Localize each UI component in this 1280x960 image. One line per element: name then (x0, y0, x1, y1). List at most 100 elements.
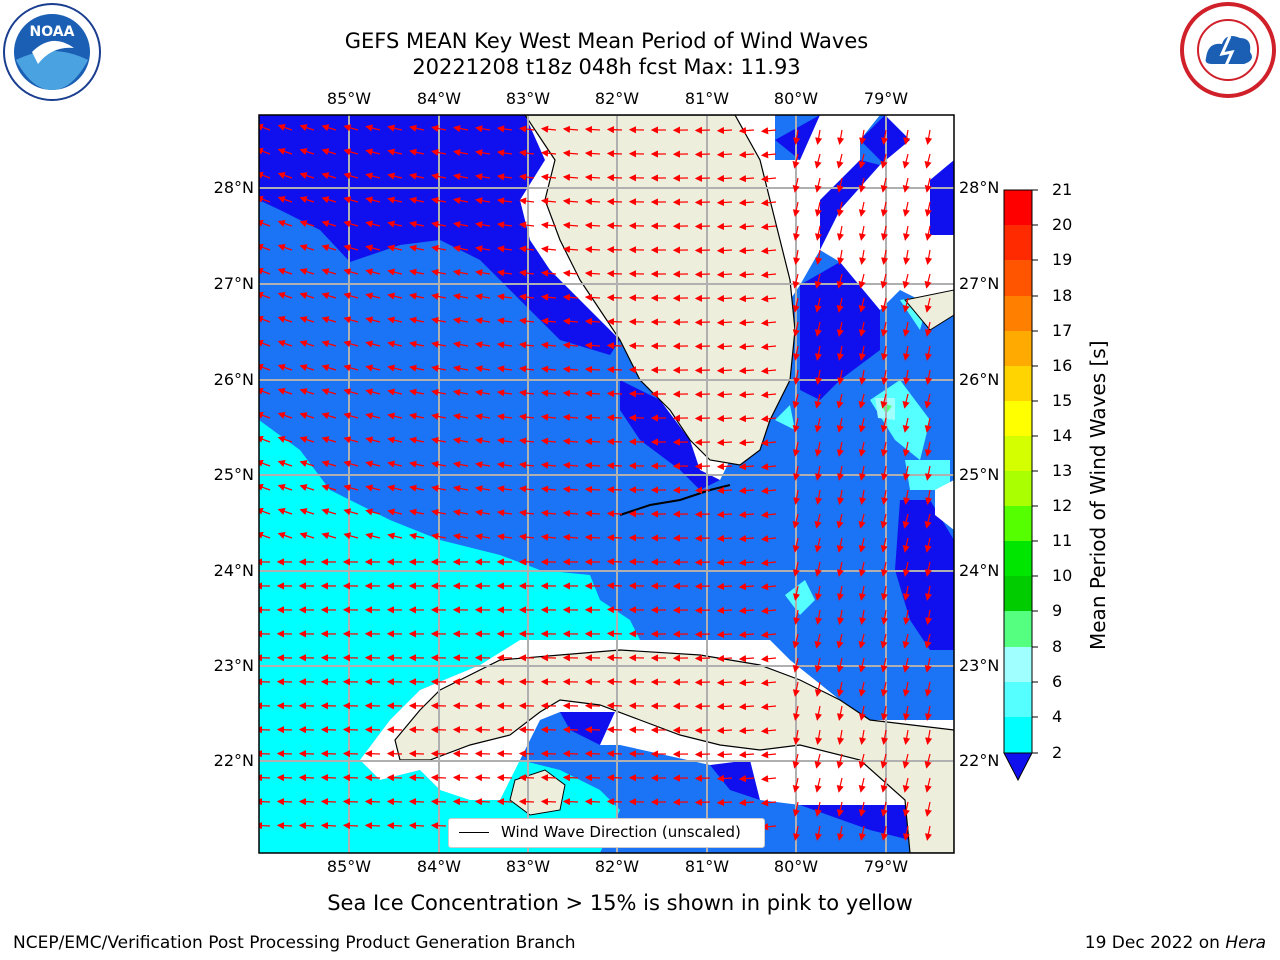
colorbar-tick-label: 15 (1052, 391, 1072, 410)
wind-wave-arrow (256, 754, 270, 755)
wind-wave-arrow (696, 610, 710, 611)
wind-wave-arrow (608, 513, 622, 514)
wind-wave-arrow (608, 177, 622, 178)
lon-tick-top: 84°W (409, 89, 469, 108)
lat-tick-left: 26°N (194, 370, 254, 389)
lon-tick-top: 80°W (766, 89, 826, 108)
wind-wave-arrow (608, 369, 622, 370)
wind-wave-arrow (498, 754, 512, 755)
colorbar-segment (1004, 331, 1032, 366)
wind-wave-arrow (322, 777, 336, 778)
lon-tick-top: 79°W (856, 89, 916, 108)
wind-wave-arrow (388, 825, 402, 826)
wind-wave-arrow (300, 825, 314, 826)
wind-wave-arrow (718, 610, 732, 611)
footer-right: 19 Dec 2022 on Hera (1085, 933, 1266, 953)
wind-wave-arrow (718, 586, 732, 587)
wind-wave-arrow (608, 729, 622, 730)
lon-tick-bottom: 81°W (677, 857, 737, 876)
lat-tick-right: 26°N (959, 370, 999, 389)
wind-wave-arrow (542, 777, 556, 778)
wind-wave-arrow (542, 754, 556, 755)
wind-wave-arrow (696, 274, 710, 275)
wind-wave-arrow (696, 202, 710, 203)
wind-wave-arrow (718, 202, 732, 203)
wind-wave-arrow (718, 658, 732, 659)
colorbar-tick-label: 9 (1052, 601, 1062, 620)
wind-wave-arrow (366, 801, 380, 802)
wind-wave-arrow (542, 801, 556, 802)
wind-wave-arrow (322, 825, 336, 826)
wind-wave-arrow (454, 777, 468, 778)
wind-wave-arrow (696, 514, 710, 515)
colorbar-segment (1004, 717, 1032, 753)
wind-wave-arrow (388, 754, 402, 755)
wind-wave-arrow (718, 706, 732, 707)
wind-wave-arrow (498, 730, 512, 731)
wind-wave-arrow (498, 777, 512, 778)
wind-wave-arrow (608, 681, 622, 682)
lon-tick-bottom: 79°W (856, 857, 916, 876)
colorbar-segment (1004, 541, 1032, 576)
colorbar-tick-label: 19 (1052, 250, 1072, 269)
wind-wave-arrow (410, 754, 424, 755)
wind-wave-arrow (718, 322, 732, 323)
wind-wave-arrow (696, 442, 710, 443)
wind-wave-arrow (608, 561, 622, 562)
wind-wave-arrow (344, 801, 358, 802)
colorbar-segment (1004, 611, 1032, 647)
lat-tick-left: 23°N (194, 656, 254, 675)
wind-wave-arrow (432, 754, 446, 755)
wind-wave-arrow (300, 777, 314, 778)
lat-tick-left: 22°N (194, 751, 254, 770)
wind-wave-arrow (696, 538, 710, 539)
wind-wave-arrow (476, 730, 490, 731)
lon-tick-bottom: 82°W (587, 857, 647, 876)
wind-wave-arrow (718, 370, 732, 371)
wind-wave-arrow (564, 730, 578, 731)
wind-wave-arrow (718, 346, 732, 347)
lon-tick-bottom: 84°W (409, 857, 469, 876)
colorbar-segment (1004, 436, 1032, 471)
lat-tick-left: 25°N (194, 465, 254, 484)
wind-wave-arrow (608, 489, 622, 490)
wind-wave-arrow (696, 706, 710, 707)
wind-wave-arrow (432, 825, 446, 826)
wind-wave-arrow (278, 730, 292, 731)
wind-wave-arrow (498, 801, 512, 802)
wind-wave-arrow (278, 754, 292, 755)
wind-wave-arrow (718, 634, 732, 635)
wind-wave-arrow (432, 801, 446, 802)
wind-wave-arrow (696, 634, 710, 635)
wind-wave-arrow (608, 657, 622, 658)
colorbar-tick-label: 18 (1052, 286, 1072, 305)
colorbar-tick-label: 8 (1052, 637, 1062, 656)
map-caption: Sea Ice Concentration > 15% is shown in … (0, 891, 1260, 915)
wind-wave-arrow (696, 562, 710, 563)
wind-wave-arrow (608, 345, 622, 346)
wind-wave-arrow (454, 730, 468, 731)
lat-tick-right: 28°N (959, 178, 999, 197)
wind-wave-arrow (410, 825, 424, 826)
colorbar-tick-label: 11 (1052, 531, 1072, 550)
colorbar-label: Mean Period of Wind Waves [s] (1086, 340, 1110, 650)
lat-tick-right: 23°N (959, 656, 999, 675)
wind-wave-arrow (520, 754, 534, 755)
colorbar-segment (1004, 190, 1032, 225)
wind-wave-arrow (586, 730, 600, 731)
wind-wave-arrow (256, 777, 270, 778)
wind-wave-arrow (410, 801, 424, 802)
wind-wave-arrow (278, 777, 292, 778)
wind-wave-arrow (564, 754, 578, 755)
wind-wave-arrow (256, 801, 270, 802)
wind-wave-arrow (718, 802, 732, 803)
colorbar-tick-label: 17 (1052, 321, 1072, 340)
colorbar-segment (1004, 506, 1032, 541)
wind-wave-arrow (410, 777, 424, 778)
lon-tick-top: 82°W (587, 89, 647, 108)
wind-wave-arrow (696, 466, 710, 467)
wind-wave-arrow (432, 777, 446, 778)
wind-wave-arrow (432, 730, 446, 731)
wind-wave-arrow (608, 465, 622, 466)
lon-tick-top: 83°W (498, 89, 558, 108)
